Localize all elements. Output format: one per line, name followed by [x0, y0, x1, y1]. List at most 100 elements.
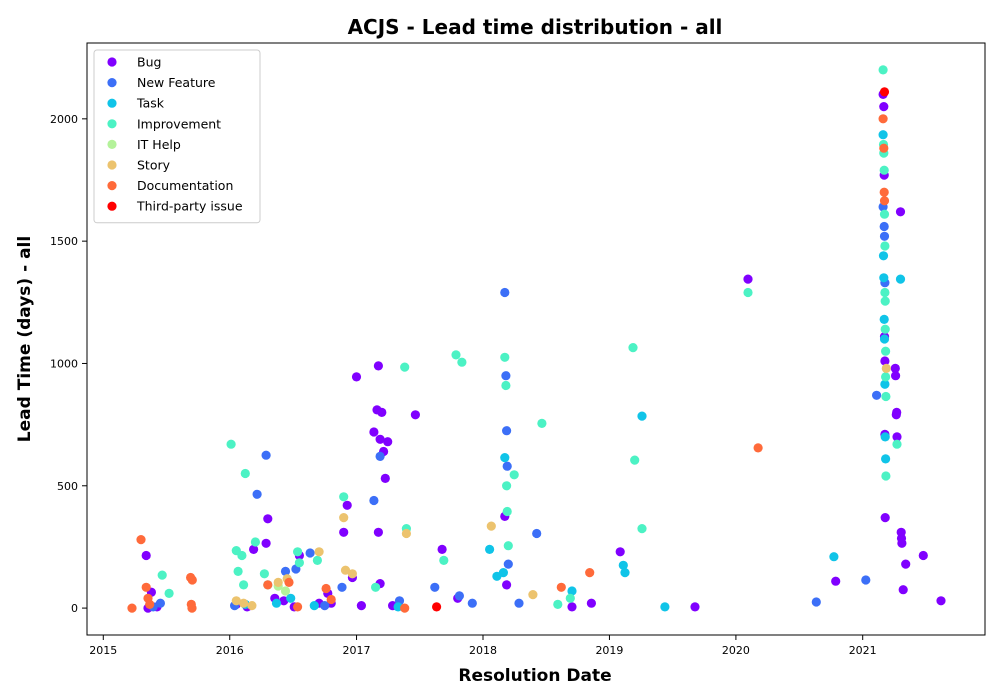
data-point — [514, 598, 524, 608]
data-point — [294, 558, 304, 568]
data-point — [811, 597, 821, 607]
data-point — [891, 371, 901, 381]
data-point — [500, 287, 510, 298]
legend-marker — [107, 181, 117, 191]
data-point — [373, 361, 383, 371]
points-layer — [127, 65, 946, 613]
data-point — [630, 455, 640, 465]
data-point — [879, 314, 889, 324]
data-point — [326, 594, 336, 605]
data-point — [249, 544, 259, 555]
data-point — [293, 602, 303, 612]
data-point — [141, 550, 151, 561]
x-tick-label: 2020 — [722, 644, 750, 657]
data-point — [342, 500, 352, 510]
data-point — [861, 575, 871, 585]
data-point — [240, 468, 250, 479]
data-point — [373, 527, 383, 537]
data-point — [615, 547, 625, 557]
data-point — [339, 513, 349, 523]
data-point — [437, 544, 447, 555]
data-point — [356, 601, 366, 611]
data-point — [485, 544, 495, 555]
data-point — [136, 535, 146, 545]
legend-box — [93, 49, 261, 224]
data-point — [879, 102, 889, 112]
x-tick-label: 2019 — [595, 644, 623, 657]
data-point — [829, 552, 839, 562]
data-point — [628, 343, 638, 353]
legend-label: Improvement — [137, 116, 221, 131]
data-point — [872, 390, 882, 400]
data-point — [880, 379, 890, 389]
data-point — [273, 577, 283, 588]
data-point — [753, 443, 763, 453]
data-point — [585, 568, 595, 578]
data-point — [237, 550, 247, 561]
data-point — [375, 451, 385, 461]
x-tick-label: 2016 — [216, 644, 244, 657]
data-point — [528, 590, 538, 600]
data-point — [897, 538, 907, 548]
legend-label: Task — [136, 96, 165, 111]
legend-marker — [107, 201, 117, 211]
data-point — [879, 165, 889, 175]
data-point — [239, 580, 249, 590]
data-point — [879, 87, 890, 97]
series-story — [231, 363, 891, 611]
data-point — [279, 596, 289, 606]
data-point — [226, 439, 236, 449]
y-tick-label: 0 — [71, 602, 78, 615]
data-point — [500, 352, 510, 362]
data-point — [881, 471, 891, 481]
data-point — [879, 209, 890, 219]
data-point — [501, 371, 511, 381]
data-point — [880, 287, 890, 298]
data-point — [637, 411, 647, 421]
data-point — [879, 334, 890, 344]
data-point — [231, 596, 241, 606]
series-task — [240, 130, 906, 612]
data-point — [280, 586, 291, 596]
data-point — [127, 603, 137, 613]
data-point — [252, 489, 262, 499]
data-point — [879, 187, 889, 197]
legend-marker — [107, 57, 117, 67]
legend-label: New Feature — [137, 75, 216, 90]
data-point — [501, 380, 511, 391]
data-point — [312, 555, 322, 566]
data-point — [247, 601, 257, 611]
data-point — [918, 550, 928, 561]
legend-marker — [107, 119, 117, 129]
legend: Bug New Feature Task Improvement IT Help Stor… — [93, 49, 261, 224]
series-documentation — [127, 114, 890, 613]
data-point — [369, 495, 379, 506]
data-point — [337, 582, 347, 592]
data-point — [502, 426, 512, 436]
data-point — [660, 602, 670, 612]
data-point — [157, 570, 167, 580]
data-point — [454, 591, 464, 601]
data-point — [187, 603, 197, 613]
data-point — [164, 588, 174, 599]
data-point — [502, 481, 512, 491]
series-bug — [141, 89, 946, 613]
data-point — [347, 569, 357, 579]
data-point — [881, 346, 891, 356]
series-new-feature — [148, 202, 890, 612]
data-point — [383, 437, 393, 447]
data-point — [880, 241, 890, 251]
y-axis: 0 500 1000 1500 2000 — [50, 113, 87, 615]
data-point — [879, 231, 890, 241]
data-point — [831, 576, 841, 586]
data-point — [567, 586, 577, 596]
data-point — [895, 274, 906, 284]
x-tick-label: 2021 — [849, 644, 877, 657]
data-point — [351, 372, 362, 382]
data-point — [880, 296, 890, 306]
data-point — [371, 582, 381, 592]
data-point — [263, 514, 273, 524]
data-point — [339, 492, 349, 502]
data-point — [280, 566, 291, 577]
